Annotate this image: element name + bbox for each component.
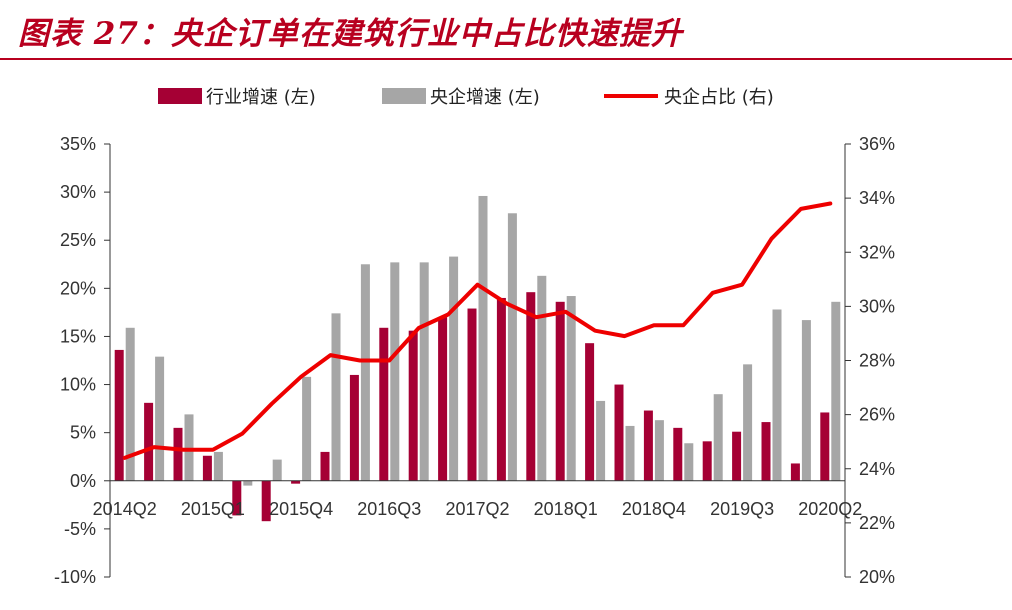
x-tick-label: 2018Q4 (622, 499, 686, 519)
bar-industry-growth (555, 301, 565, 481)
bar-soe-growth (625, 425, 635, 481)
left-tick-label: 30% (60, 182, 96, 202)
bar-industry-growth (114, 349, 124, 481)
x-tick-label: 2014Q2 (93, 499, 157, 519)
bar-industry-growth (585, 343, 595, 481)
bar-industry-growth (438, 317, 448, 481)
bar-industry-growth (702, 441, 712, 481)
bar-industry-growth (614, 384, 624, 481)
chart-title: 图表 27：央企订单在建筑行业中占比快速提升 (18, 16, 683, 52)
bar-soe-growth (654, 420, 664, 481)
line-soe-share (122, 201, 833, 460)
left-tick-label: 5% (70, 423, 96, 443)
x-tick-label: 2016Q3 (357, 499, 421, 519)
right-tick-label: 24% (859, 459, 895, 479)
bar-industry-growth (261, 480, 271, 522)
bar-soe-growth (184, 414, 194, 481)
bar-soe-growth (419, 262, 429, 481)
bar-soe-growth (272, 459, 282, 481)
bar-industry-growth (790, 463, 800, 481)
legend-swatch-soe-share (604, 94, 658, 98)
right-tick-label: 20% (859, 567, 895, 587)
bar-industry-growth (320, 451, 330, 481)
x-tick-label: 2020Q2 (798, 499, 862, 519)
bar-soe-growth (566, 296, 576, 481)
legend-label-soe-growth: 央企增速 (左) (430, 87, 540, 108)
title-rule (0, 58, 1012, 60)
bar-industry-growth (496, 297, 506, 481)
bar-soe-growth (537, 275, 547, 481)
bar-soe-growth (331, 313, 341, 481)
bar-industry-growth (467, 308, 477, 481)
bar-industry-growth (379, 327, 389, 481)
bar-soe-growth (772, 309, 782, 481)
bar-industry-growth (820, 412, 830, 481)
bar-soe-growth (390, 262, 400, 481)
bar-soe-growth (507, 213, 517, 481)
bar-industry-growth (526, 292, 536, 481)
left-tick-label: 25% (60, 230, 96, 250)
left-tick-label: -5% (64, 519, 96, 539)
bar-industry-growth (408, 330, 418, 481)
bar-industry-growth (232, 480, 242, 516)
bar-industry-growth (202, 455, 212, 481)
bar-industry-growth (291, 480, 301, 484)
legend: 行业增速 (左) 央企增速 (左) 央企占比 (右) (0, 82, 1012, 110)
bar-soe-growth (713, 394, 723, 481)
legend-swatch-soe-growth (382, 88, 426, 104)
bar-soe-growth (125, 327, 135, 481)
left-tick-label: 35% (60, 134, 96, 154)
left-tick-label: 10% (60, 375, 96, 395)
right-tick-label: 36% (859, 134, 895, 154)
bar-soe-growth (243, 480, 253, 486)
bar-soe-growth (155, 356, 165, 481)
x-tick-label: 2017Q2 (445, 499, 509, 519)
bar-soe-growth (684, 443, 694, 481)
x-tick-label: 2019Q3 (710, 499, 774, 519)
legend-soe-growth: 央企增速 (左) (382, 82, 540, 110)
right-tick-label: 26% (859, 405, 895, 425)
legend-label-soe-share: 央企占比 (右) (664, 87, 774, 108)
bar-industry-growth (643, 410, 653, 481)
left-tick-label: 20% (60, 278, 96, 298)
legend-industry-growth: 行业增速 (左) (158, 82, 316, 110)
legend-soe-share: 央企占比 (右) (604, 82, 774, 110)
right-tick-label: 34% (859, 188, 895, 208)
bar-industry-growth (673, 427, 683, 481)
bar-industry-growth (761, 422, 771, 481)
bar-industry-growth (732, 431, 742, 481)
right-tick-label: 30% (859, 296, 895, 316)
left-tick-label: 0% (70, 471, 96, 491)
bar-soe-growth (360, 264, 370, 481)
legend-label-industry: 行业增速 (左) (206, 87, 316, 108)
x-tick-label: 2015Q1 (181, 499, 245, 519)
left-tick-label: -10% (54, 567, 96, 587)
x-tick-label: 2018Q1 (534, 499, 598, 519)
bar-industry-growth (349, 374, 359, 481)
bar-soe-growth (302, 376, 312, 481)
bar-soe-growth (213, 451, 223, 481)
bar-soe-growth (478, 195, 488, 481)
bar-soe-growth (801, 320, 811, 481)
right-tick-label: 28% (859, 351, 895, 371)
bar-industry-growth (144, 402, 154, 481)
right-tick-label: 32% (859, 242, 895, 262)
legend-swatch-industry (158, 88, 202, 104)
bar-soe-growth (743, 364, 753, 481)
right-tick-label: 22% (859, 513, 895, 533)
bar-industry-growth (173, 427, 183, 481)
bar-soe-growth (831, 301, 841, 481)
bar-soe-growth (596, 400, 606, 481)
x-tick-label: 2015Q4 (269, 499, 333, 519)
bar-soe-growth (449, 256, 459, 481)
left-tick-label: 15% (60, 326, 96, 346)
title-bar: 图表 27：央企订单在建筑行业中占比快速提升 (0, 0, 1012, 60)
